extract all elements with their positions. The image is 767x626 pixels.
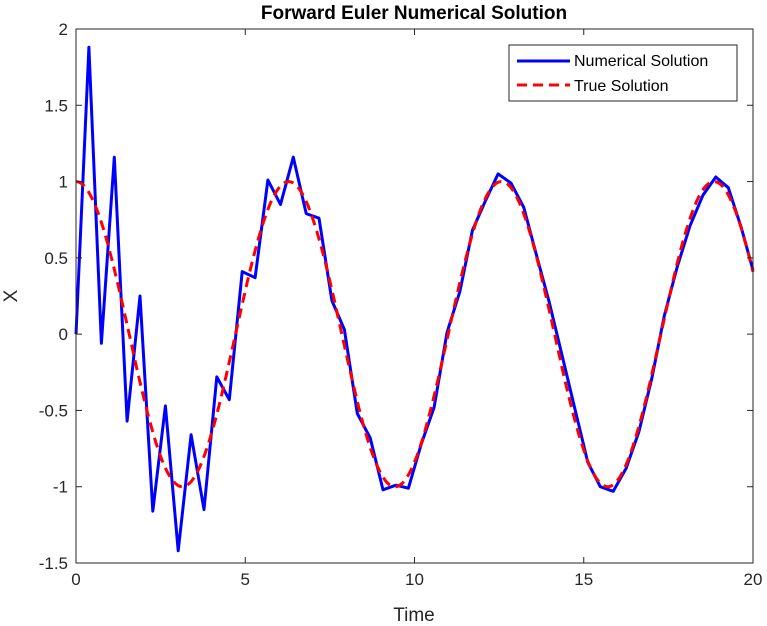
x-tick-label: 15 — [574, 570, 593, 589]
legend-box — [508, 44, 738, 102]
series-line-true — [75, 180, 755, 489]
y-tick-label: 0 — [59, 325, 68, 344]
x-tick-label: 20 — [744, 570, 763, 589]
y-tick-label: -1.5 — [39, 554, 68, 573]
legend-label-numerical: Numerical Solution — [574, 53, 708, 70]
x-tick-label: 10 — [405, 570, 424, 589]
y-tick-label: 2 — [59, 20, 68, 39]
y-tick-label: 1 — [59, 173, 68, 192]
plot-area — [76, 29, 753, 563]
x-tick-label: 0 — [71, 570, 80, 589]
y-tick-label: -1 — [53, 478, 68, 497]
legend-label-true: True Solution — [574, 78, 669, 95]
y-tick-label: -0.5 — [39, 401, 68, 420]
x-axis-label: Time — [393, 605, 435, 626]
x-tick-label: 5 — [241, 570, 250, 589]
series-layer — [74, 45, 755, 553]
series-line-numerical — [74, 45, 755, 553]
legend: Numerical Solution True Solution — [508, 44, 738, 102]
y-axis-label: X — [1, 289, 22, 302]
chart-title: Forward Euler Numerical Solution — [261, 3, 567, 24]
ticks-layer: 0 5 10 15 20 -1.5 -1 -0.5 0 0.5 1 1.5 2 — [39, 20, 763, 589]
y-tick-label: 0.5 — [44, 249, 68, 268]
y-tick-label: 1.5 — [44, 96, 68, 115]
